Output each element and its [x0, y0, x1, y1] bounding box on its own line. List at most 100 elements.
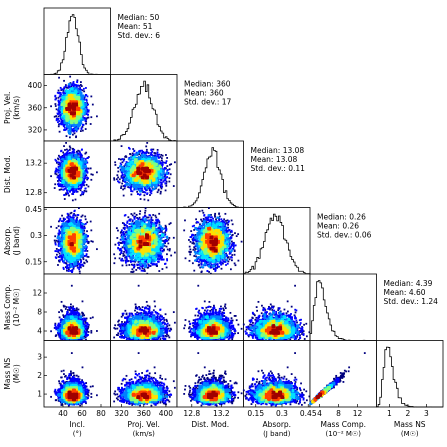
density-point [74, 117, 76, 119]
stat-std-0: Std. dev.: 6 [118, 31, 161, 40]
density-point [74, 115, 76, 117]
density-point [66, 122, 68, 124]
density-point [85, 161, 87, 163]
density-point [85, 190, 87, 192]
stat-std-1: Std. dev.: 17 [184, 98, 232, 107]
density-point [66, 125, 68, 127]
density-point [69, 127, 71, 129]
density-point [85, 158, 87, 160]
density-point [66, 191, 68, 193]
density-point [82, 124, 84, 126]
density-point [57, 158, 59, 160]
density-point [69, 103, 71, 105]
density-point [63, 158, 65, 160]
density-point [77, 96, 79, 98]
density-point [88, 186, 90, 188]
density-point [76, 81, 78, 83]
density-point [68, 94, 70, 96]
density-point [75, 199, 77, 201]
density-point [90, 116, 92, 118]
density-point [84, 190, 86, 192]
density-point [84, 177, 86, 179]
density-point [59, 174, 61, 176]
density-point [58, 125, 60, 127]
density-point [72, 87, 74, 89]
density-point [65, 85, 67, 87]
density-point [61, 156, 63, 158]
density-point [70, 96, 72, 98]
density-point [58, 77, 60, 79]
density-point [74, 154, 76, 156]
density-point [61, 111, 63, 113]
density-point [58, 104, 60, 106]
density-point [57, 113, 59, 115]
stat-mean-0: Mean: 51 [118, 22, 153, 31]
density-point [90, 167, 92, 169]
density-point [86, 107, 88, 109]
density-point [96, 171, 98, 173]
density-point [82, 103, 84, 105]
density-point [78, 85, 80, 87]
stat-mean-1: Mean: 360 [184, 89, 224, 98]
density-point [72, 199, 74, 201]
density-point [80, 155, 82, 157]
density-point [84, 153, 86, 155]
density-point [55, 105, 57, 107]
density-point [70, 133, 72, 135]
density-point [56, 118, 58, 120]
y-tick-label: 360 [28, 103, 43, 112]
density-point [68, 195, 70, 197]
density-point [85, 165, 87, 167]
density-point [80, 189, 82, 191]
density-point [58, 177, 60, 179]
density-point [60, 87, 62, 89]
density-point [59, 172, 61, 174]
density-point [59, 168, 61, 170]
density-point [81, 160, 83, 162]
density-point [68, 131, 70, 133]
density-point [78, 188, 80, 190]
density-point [60, 92, 62, 94]
density-point [66, 135, 68, 137]
density-point [78, 113, 80, 115]
density-point [87, 177, 89, 179]
density-point [78, 98, 80, 100]
density-point [54, 96, 56, 98]
density-point [85, 120, 87, 122]
density-point [87, 104, 89, 106]
density-point [55, 160, 57, 162]
density-point [74, 84, 76, 86]
density-point [75, 91, 77, 93]
density-point [60, 150, 62, 152]
density-point [73, 124, 75, 126]
density-point [63, 124, 65, 126]
density-point [56, 108, 58, 110]
density-point [61, 97, 63, 99]
density-point [69, 84, 71, 86]
density-point [68, 98, 70, 100]
density-point [59, 189, 61, 191]
stat-median-0: Median: 50 [118, 13, 160, 22]
density-point [75, 128, 77, 130]
density-point [56, 170, 58, 172]
density-point [88, 168, 90, 170]
density-point [78, 184, 80, 186]
density-point [90, 96, 92, 98]
density-point [58, 179, 60, 181]
density-point [61, 158, 63, 160]
density-point [68, 158, 70, 160]
y-tick-label: 400 [28, 81, 43, 90]
density-point [69, 76, 71, 78]
density-point [85, 128, 87, 130]
density-point [55, 98, 57, 100]
density-point [66, 114, 68, 116]
density-point [65, 142, 67, 144]
density-point [59, 131, 61, 133]
density-point [74, 132, 76, 134]
density-point [85, 103, 87, 105]
density-point [70, 129, 72, 131]
density-point [86, 99, 88, 101]
